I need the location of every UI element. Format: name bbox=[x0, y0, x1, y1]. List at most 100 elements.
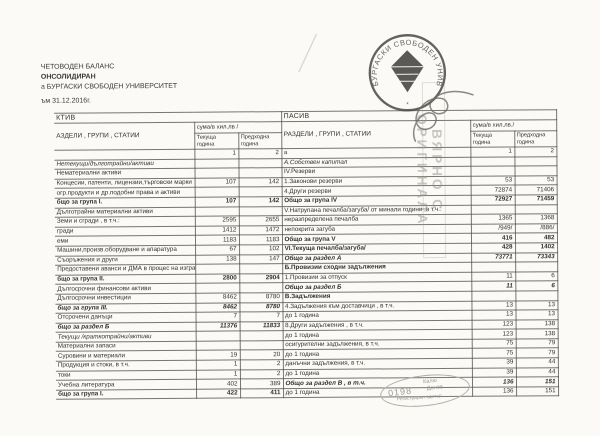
pasiv-current-value bbox=[470, 166, 515, 177]
activ-previous-value: 142 bbox=[238, 196, 282, 207]
pasiv-previous-value: 73343 bbox=[515, 252, 558, 263]
pasiv-current-value: 136 bbox=[472, 386, 517, 397]
activ-row-label: бщо за група I. bbox=[56, 389, 197, 400]
pasiv-previous-value: 13 bbox=[515, 300, 558, 311]
pasiv-previous-value: 44 bbox=[515, 357, 558, 368]
activ-current-value: 1 bbox=[195, 369, 240, 380]
activ-previous-value: 20 bbox=[239, 350, 283, 360]
signature-scribble bbox=[413, 90, 474, 142]
activ-previous-value: 1472 bbox=[238, 225, 282, 236]
pasiv-current-value: 53 bbox=[470, 175, 515, 186]
pasiv-previous-value: 6 bbox=[515, 281, 558, 291]
pasiv-previous-value: 1402 bbox=[515, 242, 558, 253]
pasiv-current-value: 72927 bbox=[470, 194, 515, 205]
pasiv-previous-value: 79 bbox=[515, 348, 558, 359]
pasiv-current-value: 1365 bbox=[470, 214, 515, 225]
activ-current-year-header: Текуща година bbox=[194, 132, 239, 150]
activ-previous-value bbox=[238, 206, 282, 217]
pasiv-previous-value bbox=[514, 156, 557, 167]
current-year-label-2: година bbox=[196, 141, 215, 148]
activ-current-value: 19 bbox=[195, 350, 240, 361]
pasiv-previous-value: 71459 bbox=[514, 194, 557, 205]
activ-previous-value bbox=[238, 167, 282, 178]
activ-current-value bbox=[195, 340, 240, 351]
pasiv-current-value bbox=[470, 156, 515, 167]
activ-current-value: 2595 bbox=[194, 216, 239, 226]
pasiv-current-value: 11 bbox=[471, 281, 516, 292]
activ-current-value: 2800 bbox=[195, 273, 240, 284]
pasiv-current-value: 123 bbox=[471, 319, 516, 330]
activ-current-value: 8462 bbox=[195, 302, 240, 313]
pasiv-previous-value: 151 bbox=[516, 386, 559, 397]
activ-current-value: 138 bbox=[195, 254, 240, 265]
activ-previous-value: 2904 bbox=[239, 273, 283, 284]
activ-current-value bbox=[194, 187, 239, 198]
previous-year-label-2: година bbox=[240, 140, 259, 147]
activ-previous-value: 2655 bbox=[238, 215, 282, 226]
pasiv-previous-value: 138 bbox=[515, 328, 558, 339]
pasiv-current-value: /949/ bbox=[470, 223, 515, 234]
pasiv-current-value: 39 bbox=[471, 367, 516, 378]
activ-previous-value bbox=[238, 187, 282, 197]
activ-previous-value: 147 bbox=[239, 254, 283, 265]
activ-current-value bbox=[195, 264, 240, 274]
activ-current-value: 67 bbox=[195, 244, 240, 255]
activ-previous-value: 389 bbox=[239, 378, 284, 389]
doc-title-line3: а БУРГАСКИ СВОБОДЕН УНИВЕРСИТЕТ bbox=[40, 82, 178, 91]
activ-current-value: 7 bbox=[195, 312, 240, 322]
activ-previous-year-header: Предходна година bbox=[238, 132, 282, 149]
pasiv-previous-value bbox=[515, 261, 558, 272]
activ-current-value: 1183 bbox=[194, 235, 240, 246]
activ-previous-value: 411 bbox=[240, 388, 284, 399]
activ-previous-value bbox=[239, 282, 283, 293]
university-seal: БУРГАСКИ СВОБОДЕН УНИВЕРСИТЕТ * bbox=[366, 31, 447, 112]
previous-year-label-2: година bbox=[516, 138, 535, 145]
activ-previous-value: 7 bbox=[239, 311, 283, 322]
activ-previous-value: 102 bbox=[239, 244, 283, 255]
activ-previous-value: 1183 bbox=[238, 234, 283, 245]
seal-diamond-logo bbox=[390, 50, 424, 93]
pasiv-previous-value: 44 bbox=[515, 367, 558, 378]
seal-diamond-facets bbox=[390, 66, 424, 82]
activ-previous-value: 2 bbox=[239, 359, 283, 370]
pasiv-previous-value: 138 bbox=[515, 319, 558, 330]
pasiv-previous-value bbox=[515, 290, 558, 301]
pasiv-current-value: 13 bbox=[471, 310, 516, 320]
pasiv-current-value: 123 bbox=[471, 329, 516, 340]
activ-previous-value bbox=[238, 158, 282, 169]
activ-previous-value: 2 bbox=[239, 369, 283, 380]
activ-current-value: 402 bbox=[195, 379, 241, 390]
pasiv-previous-value: 79 bbox=[515, 338, 558, 349]
pasiv-previous-value bbox=[514, 204, 557, 215]
pasiv-current-value: 73771 bbox=[471, 252, 516, 263]
activ-previous-value: 142 bbox=[238, 177, 282, 188]
activ-previous-value bbox=[239, 340, 283, 351]
pasiv-current-value: 13 bbox=[471, 300, 516, 311]
activ-current-value: 107 bbox=[194, 196, 239, 207]
pasiv-current-value bbox=[471, 290, 516, 301]
pasiv-current-value: 136 bbox=[471, 377, 517, 388]
pasiv-previous-value: 71406 bbox=[514, 185, 557, 195]
pasiv-current-value: 428 bbox=[471, 242, 516, 253]
pasiv-current-value: 75 bbox=[471, 338, 516, 349]
pasiv-previous-value: 53 bbox=[514, 175, 557, 186]
pasiv-previous-value: 13 bbox=[515, 309, 558, 320]
activ-previous-value: 8780 bbox=[239, 302, 283, 313]
pasiv-previous-value: 151 bbox=[515, 376, 559, 387]
pasiv-previous-value: /886/ bbox=[514, 223, 557, 234]
activ-columns-header: АЗДЕЛИ , ГРУПИ , СТАТИИ bbox=[54, 122, 195, 151]
pasiv-previous-value: 6 bbox=[515, 271, 558, 282]
pasiv-previous-year-header: Предходна година bbox=[514, 130, 557, 148]
activ-current-value bbox=[194, 206, 239, 217]
activ-current-value bbox=[195, 331, 240, 342]
pasiv-previous-value: 482 bbox=[514, 233, 558, 243]
pasiv-current-value bbox=[471, 262, 516, 273]
activ-sum-header: сума/в хил.лв / bbox=[194, 121, 282, 134]
pasiv-current-value: 75 bbox=[471, 348, 516, 359]
activ-previous-value: 8780 bbox=[239, 292, 283, 303]
activ-previous-value: 11833 bbox=[239, 321, 283, 332]
seal-bottom-mark: * bbox=[406, 102, 409, 108]
seal-outer-ring bbox=[368, 34, 447, 112]
